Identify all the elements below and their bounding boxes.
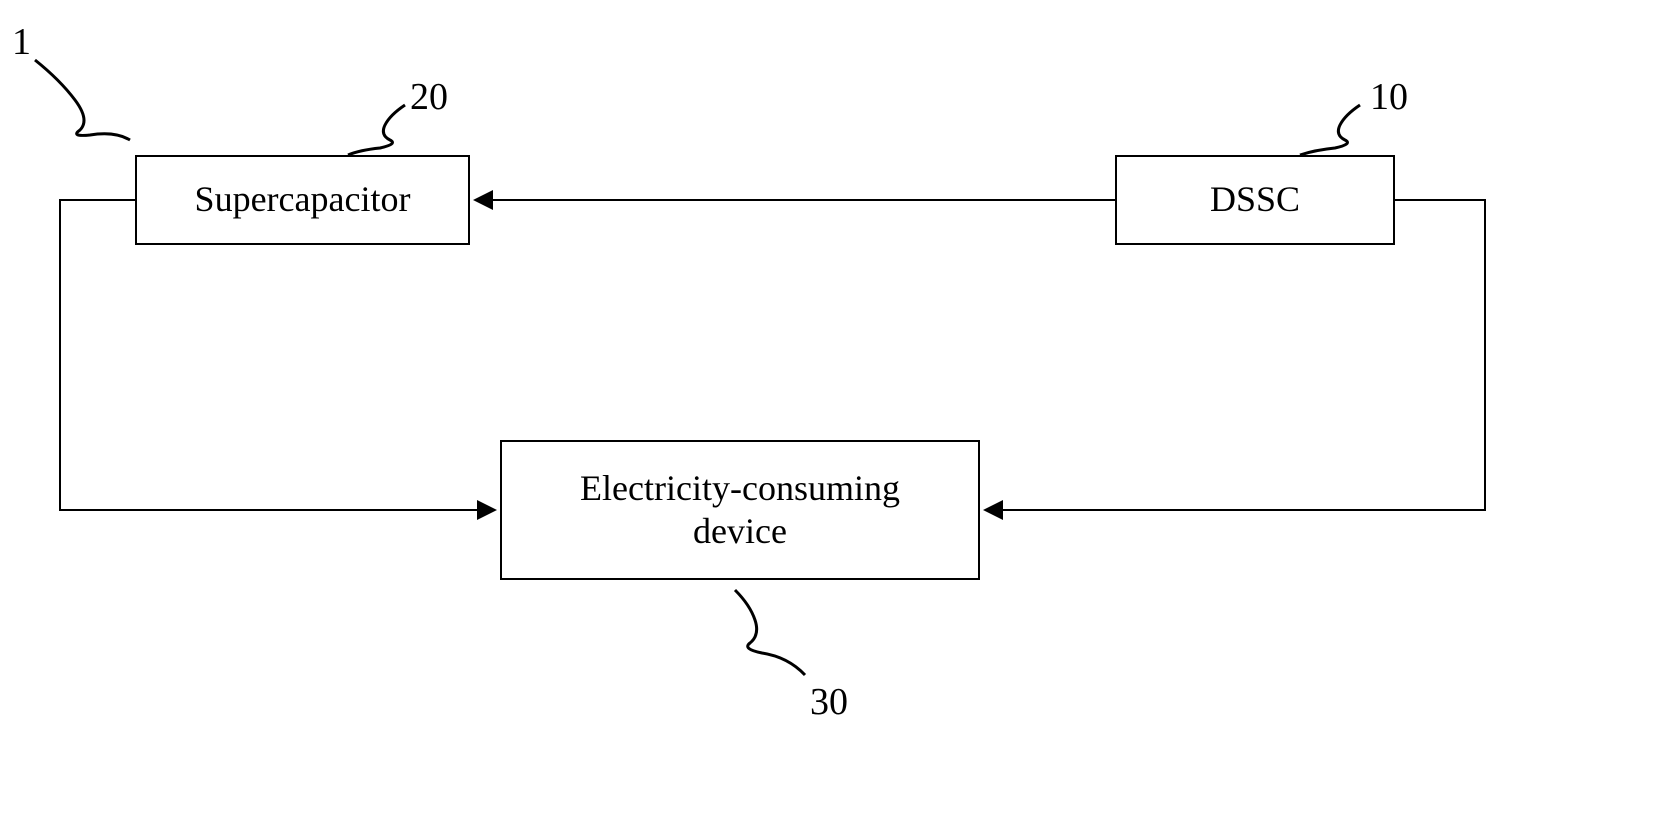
ref-label-10: 10 [1370, 75, 1408, 119]
node-supercapacitor: Supercapacitor [135, 155, 470, 245]
node-consumer: Electricity-consuming device [500, 440, 980, 580]
node-consumer-label: Electricity-consuming device [580, 467, 900, 553]
node-supercapacitor-label: Supercapacitor [195, 178, 411, 221]
edge-supercap-to-consumer [60, 200, 495, 510]
node-dssc-label: DSSC [1210, 178, 1300, 221]
node-dssc: DSSC [1115, 155, 1395, 245]
ref-label-20: 20 [410, 75, 448, 119]
block-diagram: 1 Supercapacitor 20 DSSC 10 Electricity-… [0, 0, 1674, 813]
leader-line-30 [720, 585, 820, 685]
leader-line-10 [1290, 100, 1380, 160]
edge-dssc-to-consumer [985, 200, 1485, 510]
leader-line-1 [30, 55, 150, 145]
ref-label-system: 1 [12, 20, 31, 64]
ref-label-30: 30 [810, 680, 848, 724]
